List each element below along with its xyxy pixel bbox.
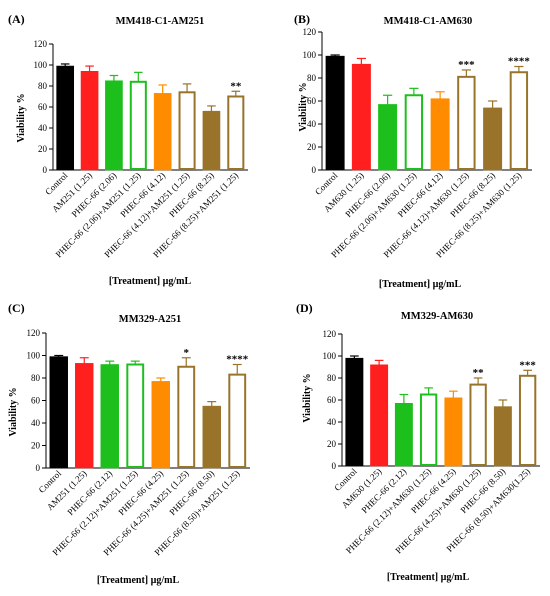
y-tick-label: 60 bbox=[307, 96, 317, 106]
panel-b-title: MM418-C1-AM630 bbox=[384, 16, 473, 27]
significance-marker: ** bbox=[230, 80, 242, 92]
y-tick-label: 100 bbox=[34, 60, 48, 70]
panel-b-x-axis-title: [Treatment] µg/mL bbox=[379, 279, 462, 290]
y-tick-label: 20 bbox=[307, 142, 317, 152]
panel-a: (A) MM418-C1-AM251 Viability % [Treatmen… bbox=[8, 12, 248, 287]
panel-a-y-axis-title: Viability % bbox=[16, 93, 27, 142]
panel-a-x-axis-title: [Treatment] µg/mL bbox=[109, 276, 192, 287]
bar bbox=[49, 356, 68, 469]
y-tick-label: 60 bbox=[38, 102, 48, 112]
bar bbox=[100, 364, 119, 469]
y-tick-label: 20 bbox=[38, 144, 48, 154]
y-tick-label: 80 bbox=[327, 373, 337, 383]
y-tick-label: 20 bbox=[327, 439, 337, 449]
bar bbox=[80, 71, 99, 171]
panel-d-y-axis-title: Viability % bbox=[302, 373, 313, 422]
y-tick-label: 40 bbox=[307, 119, 317, 129]
y-tick-label: 20 bbox=[31, 441, 41, 451]
bar bbox=[394, 402, 413, 467]
bar bbox=[153, 93, 172, 171]
significance-marker: **** bbox=[508, 56, 531, 68]
bar bbox=[469, 383, 487, 467]
significance-marker: ** bbox=[473, 367, 485, 379]
y-tick-label: 0 bbox=[332, 461, 337, 471]
y-tick-label: 40 bbox=[31, 418, 41, 428]
y-tick-label: 0 bbox=[312, 165, 317, 175]
panel-d-x-axis-title: [Treatment] µg/mL bbox=[387, 572, 470, 583]
panel-c-letter: (C) bbox=[8, 301, 25, 315]
panel-b-y-axis-title: Viability % bbox=[298, 82, 309, 131]
panel-b-letter: (B) bbox=[294, 12, 310, 26]
bar bbox=[370, 364, 389, 467]
y-tick-label: 0 bbox=[43, 165, 48, 175]
y-tick-label: 120 bbox=[27, 328, 41, 338]
panel-c-y-axis-title: Viability % bbox=[8, 387, 19, 436]
bar bbox=[378, 104, 398, 171]
bar bbox=[483, 107, 503, 171]
bar bbox=[129, 80, 147, 170]
panel-c-title: MM329-A251 bbox=[119, 314, 181, 325]
bar bbox=[75, 363, 94, 469]
panel-d-letter: (D) bbox=[296, 301, 313, 315]
bar bbox=[126, 363, 145, 468]
bar bbox=[419, 393, 438, 466]
y-tick-label: 120 bbox=[34, 39, 48, 49]
bar bbox=[105, 80, 123, 171]
bar bbox=[228, 373, 247, 468]
bar bbox=[227, 95, 245, 170]
significance-marker: * bbox=[184, 347, 190, 359]
y-tick-label: 80 bbox=[307, 73, 317, 83]
y-tick-label: 120 bbox=[323, 329, 337, 339]
bar bbox=[56, 65, 75, 171]
bar bbox=[345, 357, 364, 467]
y-tick-label: 40 bbox=[327, 417, 337, 427]
y-tick-label: 80 bbox=[31, 373, 41, 383]
y-tick-label: 100 bbox=[323, 351, 337, 361]
bar bbox=[178, 91, 196, 170]
y-tick-label: 60 bbox=[31, 396, 41, 406]
panel-d-title: MM329-AM630 bbox=[401, 311, 473, 322]
bar bbox=[202, 405, 221, 469]
bar bbox=[151, 381, 170, 469]
bar bbox=[351, 63, 371, 171]
bar bbox=[430, 98, 450, 171]
significance-marker: *** bbox=[519, 359, 536, 371]
panel-c-x-axis-title: [Treatment] µg/mL bbox=[97, 575, 180, 586]
bar bbox=[493, 406, 512, 467]
y-tick-label: 80 bbox=[38, 81, 48, 91]
y-tick-label: 40 bbox=[38, 123, 48, 133]
bar bbox=[457, 75, 476, 170]
panel-a-title: MM418-C1-AM251 bbox=[116, 16, 205, 27]
bar bbox=[325, 55, 345, 171]
significance-marker: **** bbox=[226, 354, 249, 366]
y-tick-label: 60 bbox=[327, 395, 337, 405]
y-tick-label: 100 bbox=[27, 351, 41, 361]
bar bbox=[518, 374, 537, 466]
panel-a-letter: (A) bbox=[8, 12, 25, 26]
y-tick-label: 0 bbox=[36, 463, 41, 473]
significance-marker: *** bbox=[458, 59, 475, 71]
bar bbox=[509, 71, 529, 170]
bar bbox=[177, 365, 196, 468]
y-tick-label: 100 bbox=[303, 50, 317, 60]
bar bbox=[202, 110, 221, 171]
bar bbox=[404, 94, 424, 170]
y-tick-label: 120 bbox=[303, 27, 317, 37]
bar bbox=[444, 397, 463, 467]
